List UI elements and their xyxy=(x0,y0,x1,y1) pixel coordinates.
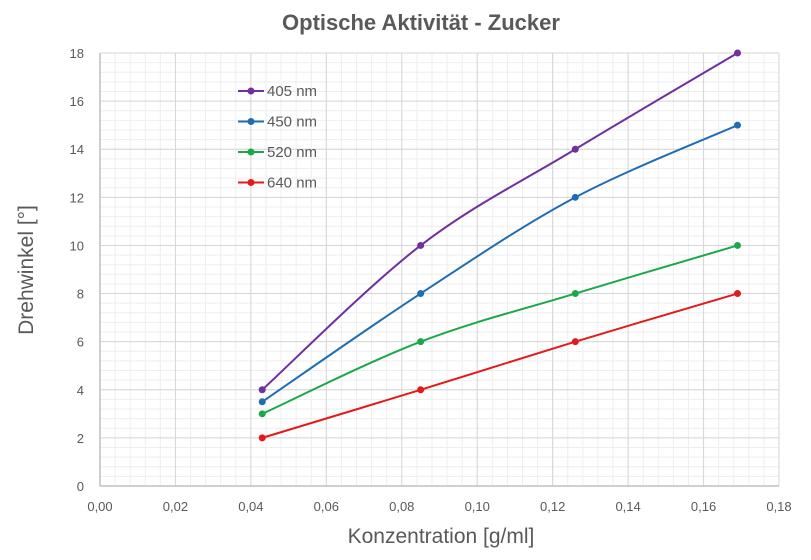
legend-label: 450 nm xyxy=(267,114,317,131)
legend-marker xyxy=(247,179,255,186)
tick-labels: 0,00 0,02 0,04 0,06 0,08 0,10 0,12 0,14 0,16 0,18… xyxy=(70,46,792,514)
legend: 405 nm 450 nm 520 nm 640 nm xyxy=(238,83,317,192)
legend-marker xyxy=(247,118,255,125)
data-point xyxy=(258,434,266,442)
y-tick-label: 4 xyxy=(77,383,84,398)
y-tick-label: 6 xyxy=(77,335,84,350)
x-tick-label: 0,00 xyxy=(87,499,112,514)
data-point xyxy=(417,290,425,298)
legend-marker xyxy=(247,148,255,156)
x-tick-label: 0,16 xyxy=(691,499,716,514)
data-point xyxy=(417,386,425,394)
data-point xyxy=(258,398,266,406)
data-point xyxy=(417,241,425,249)
data-point xyxy=(734,49,742,57)
y-tick-label: 8 xyxy=(77,287,84,302)
series-line xyxy=(261,244,738,415)
y-tick-label: 12 xyxy=(70,190,84,205)
x-tick-label: 0,18 xyxy=(766,499,791,514)
y-tick-label: 18 xyxy=(70,46,84,61)
legend-label: 520 nm xyxy=(267,144,317,161)
y-tick-label: 10 xyxy=(70,238,84,253)
x-tick-label: 0,08 xyxy=(389,499,414,514)
data-point xyxy=(258,410,266,418)
y-tick-label: 2 xyxy=(77,431,84,446)
series-group xyxy=(258,49,742,442)
legend-label: 640 nm xyxy=(267,175,317,192)
series-line xyxy=(261,52,739,391)
y-tick-label: 14 xyxy=(70,142,84,157)
data-point xyxy=(571,193,579,201)
x-tick-label: 0,06 xyxy=(314,499,339,514)
data-point xyxy=(734,290,742,298)
series-line xyxy=(261,124,738,403)
data-point xyxy=(571,338,579,346)
data-point xyxy=(734,241,742,249)
legend-marker xyxy=(247,87,255,95)
x-tick-label: 0,10 xyxy=(465,499,490,514)
data-point xyxy=(417,338,425,346)
y-axis-title: Drehwinkel [°] xyxy=(15,205,38,335)
data-point xyxy=(258,386,266,394)
series-line xyxy=(261,292,738,439)
data-point xyxy=(734,121,742,129)
x-tick-label: 0,12 xyxy=(540,499,565,514)
y-tick-label: 0 xyxy=(77,479,84,494)
x-tick-label: 0,04 xyxy=(238,499,263,514)
data-point xyxy=(571,290,579,298)
x-tick-label: 0,14 xyxy=(615,499,640,514)
grid xyxy=(99,52,780,487)
y-tick-label: 16 xyxy=(70,94,84,109)
chart-title: Optische Aktivität - Zucker xyxy=(282,10,560,35)
x-tick-label: 0,02 xyxy=(163,499,188,514)
legend-label: 405 nm xyxy=(267,83,317,100)
x-axis-title: Konzentration [g/ml] xyxy=(348,525,535,548)
data-point xyxy=(571,145,579,153)
